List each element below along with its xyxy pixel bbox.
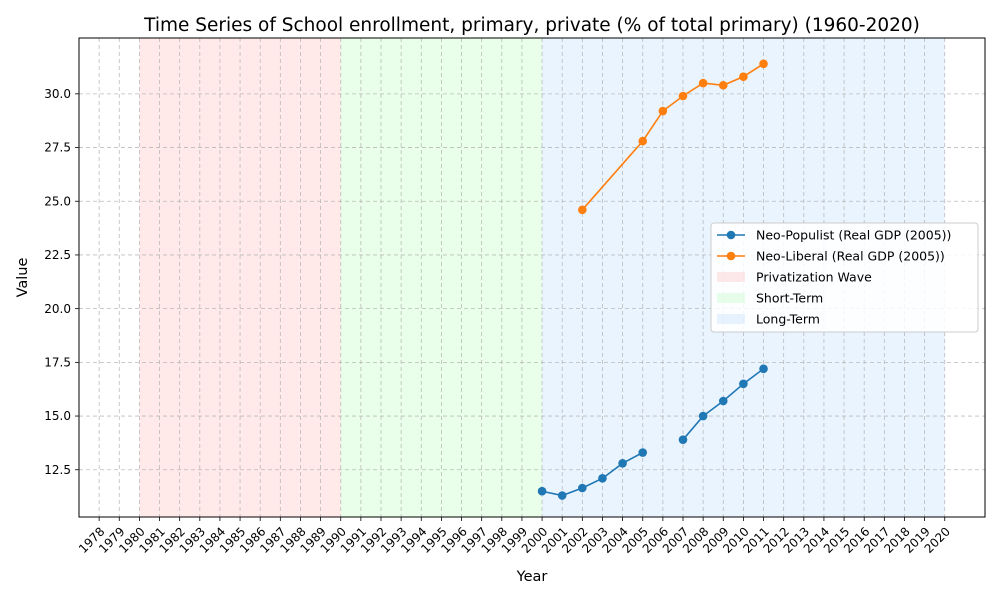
x-axis-label: Year	[516, 569, 548, 585]
y-tick-label: 12.5	[44, 463, 71, 477]
legend-marker	[726, 251, 736, 261]
y-tick-label: 17.5	[44, 356, 71, 370]
data-point	[718, 396, 728, 406]
legend: Neo-Populist (Real GDP (2005)) Neo-Libera…	[710, 222, 979, 333]
y-tick-label: 22.5	[44, 248, 71, 262]
legend-box	[710, 222, 979, 333]
data-point	[678, 91, 688, 101]
data-point	[759, 364, 768, 374]
legend-label: Privatization Wave	[756, 270, 872, 285]
y-axis-label: Value	[15, 258, 31, 298]
data-point	[598, 474, 607, 483]
series-layer	[537, 59, 768, 500]
y-tick-label: 20.0	[44, 302, 71, 316]
plot-frame	[78, 37, 986, 518]
legend-label: Short-Term	[756, 291, 823, 306]
legend-patch	[717, 314, 745, 324]
y-tick-label: 25.0	[44, 194, 71, 208]
data-point	[578, 205, 587, 215]
legend-patch	[717, 293, 745, 303]
data-point	[739, 379, 748, 389]
y-tick-label: 15.0	[44, 409, 71, 423]
chart-title: Time Series of School enrollment, primar…	[143, 15, 920, 36]
data-point	[638, 448, 648, 457]
data-point	[698, 411, 708, 421]
data-point	[759, 59, 768, 69]
data-point	[698, 78, 708, 88]
y-tick-label: 30.0	[44, 87, 71, 101]
legend-patch	[717, 272, 745, 282]
y-tick-label: 27.5	[44, 141, 71, 155]
data-point	[739, 72, 748, 81]
legend-label: Neo-Populist (Real GDP (2005))	[756, 228, 951, 243]
x-ticks: 1978197919801981198219831984198519861987…	[76, 517, 953, 556]
data-point	[638, 136, 648, 146]
data-point	[557, 491, 567, 500]
legend-marker	[726, 230, 736, 240]
data-point	[718, 80, 728, 90]
y-ticks: 12.5 15.0 17.5 20.0 22.5 25.0 27.5 30.0	[44, 87, 79, 477]
data-point	[658, 106, 668, 116]
legend-label: Neo-Liberal (Real GDP (2005))	[756, 249, 945, 264]
data-point	[537, 486, 547, 496]
legend-label: Long-Term	[756, 312, 820, 327]
data-point	[618, 459, 627, 468]
data-point	[578, 483, 587, 493]
data-point	[678, 435, 688, 444]
